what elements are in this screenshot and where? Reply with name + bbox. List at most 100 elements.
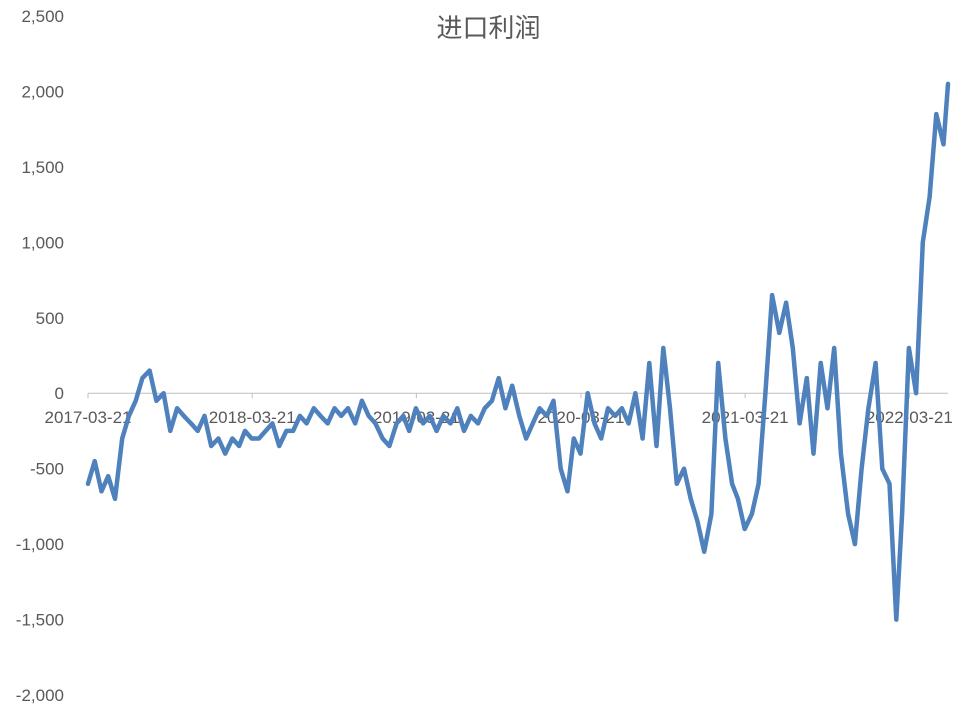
data-point bbox=[427, 413, 432, 418]
data-point bbox=[723, 436, 728, 441]
data-point bbox=[647, 361, 652, 365]
data-point bbox=[168, 428, 173, 433]
y-tick-label: -1,000 bbox=[16, 535, 64, 554]
data-point bbox=[920, 240, 925, 245]
y-tick-label: 2,500 bbox=[21, 7, 64, 26]
data-point bbox=[270, 421, 275, 426]
data-point bbox=[99, 489, 104, 494]
data-point bbox=[716, 361, 721, 365]
y-tick-label: 1,000 bbox=[21, 233, 64, 252]
data-point bbox=[304, 421, 309, 426]
data-point bbox=[900, 511, 905, 516]
data-point bbox=[230, 436, 235, 441]
data-point bbox=[195, 428, 200, 433]
data-point bbox=[216, 436, 221, 441]
data-point bbox=[339, 413, 344, 418]
data-point bbox=[482, 406, 487, 411]
data-point bbox=[811, 451, 816, 456]
data-point bbox=[661, 346, 666, 350]
data-point bbox=[551, 398, 556, 403]
data-point bbox=[92, 459, 97, 464]
data-point bbox=[297, 413, 302, 418]
data-point bbox=[325, 421, 330, 426]
data-point bbox=[277, 444, 282, 448]
data-point bbox=[175, 406, 180, 411]
data-point bbox=[366, 413, 371, 418]
y-tick-label: -1,500 bbox=[16, 611, 64, 630]
data-point bbox=[202, 413, 207, 418]
data-point bbox=[838, 451, 843, 456]
data-point bbox=[189, 421, 193, 426]
data-point bbox=[387, 444, 392, 448]
data-point bbox=[558, 466, 563, 471]
data-point bbox=[894, 617, 899, 622]
y-tick-label: 2,000 bbox=[21, 82, 64, 101]
data-point bbox=[606, 406, 610, 411]
chart-title: 进口利润 bbox=[436, 14, 541, 44]
data-point bbox=[455, 406, 460, 411]
data-point bbox=[346, 406, 350, 411]
data-point bbox=[585, 391, 590, 396]
data-point bbox=[914, 391, 919, 396]
data-point bbox=[413, 406, 418, 411]
data-point bbox=[256, 436, 261, 441]
data-point bbox=[852, 542, 857, 547]
data-point bbox=[448, 421, 453, 426]
data-point bbox=[756, 481, 761, 486]
data-point bbox=[797, 421, 802, 426]
data-point bbox=[790, 346, 795, 350]
data-point bbox=[120, 436, 125, 441]
data-point bbox=[106, 474, 111, 479]
data-point bbox=[742, 527, 747, 531]
data-point bbox=[359, 398, 364, 403]
data-point bbox=[784, 300, 789, 305]
data-point bbox=[682, 466, 686, 471]
data-point bbox=[934, 112, 939, 117]
data-point bbox=[401, 413, 406, 418]
data-point bbox=[735, 496, 740, 501]
y-axis-tick-labels: 2,500 2,000 1,500 1,000 500 0 -500 -1,000 -1,500… bbox=[16, 7, 64, 705]
data-point bbox=[126, 413, 131, 418]
data-point bbox=[468, 413, 473, 418]
data-point bbox=[804, 376, 809, 381]
data-point bbox=[476, 421, 480, 426]
data-point bbox=[941, 142, 946, 147]
data-point bbox=[441, 413, 446, 418]
data-point bbox=[749, 511, 754, 516]
data-point bbox=[462, 428, 466, 433]
data-point bbox=[394, 421, 399, 426]
data-point bbox=[318, 413, 323, 418]
data-point bbox=[249, 436, 254, 441]
data-point bbox=[332, 406, 337, 411]
x-tick-label: 2022-03-21 bbox=[866, 408, 953, 427]
data-point bbox=[654, 444, 659, 448]
data-point bbox=[503, 406, 508, 411]
data-point bbox=[154, 398, 159, 403]
data-point bbox=[496, 376, 501, 381]
y-tick-label: 0 bbox=[55, 384, 64, 403]
data-point bbox=[613, 413, 618, 418]
data-point bbox=[421, 421, 426, 426]
data-point bbox=[517, 413, 522, 418]
data-point bbox=[873, 361, 878, 365]
data-point bbox=[859, 466, 864, 471]
data-point bbox=[489, 398, 494, 403]
data-point bbox=[763, 391, 768, 396]
y-tick-label: -500 bbox=[30, 460, 64, 479]
series-line bbox=[85, 81, 951, 622]
data-point bbox=[565, 489, 570, 494]
data-point bbox=[599, 436, 604, 441]
data-point bbox=[832, 346, 837, 350]
x-tick-label: 2018-03-21 bbox=[209, 408, 296, 427]
data-point bbox=[291, 428, 296, 433]
data-point bbox=[223, 451, 228, 456]
data-point bbox=[140, 376, 145, 381]
data-point bbox=[674, 481, 679, 486]
series-points bbox=[86, 81, 950, 622]
data-point bbox=[263, 428, 268, 433]
data-point bbox=[818, 361, 823, 365]
data-point bbox=[640, 436, 645, 441]
data-point bbox=[181, 413, 186, 418]
